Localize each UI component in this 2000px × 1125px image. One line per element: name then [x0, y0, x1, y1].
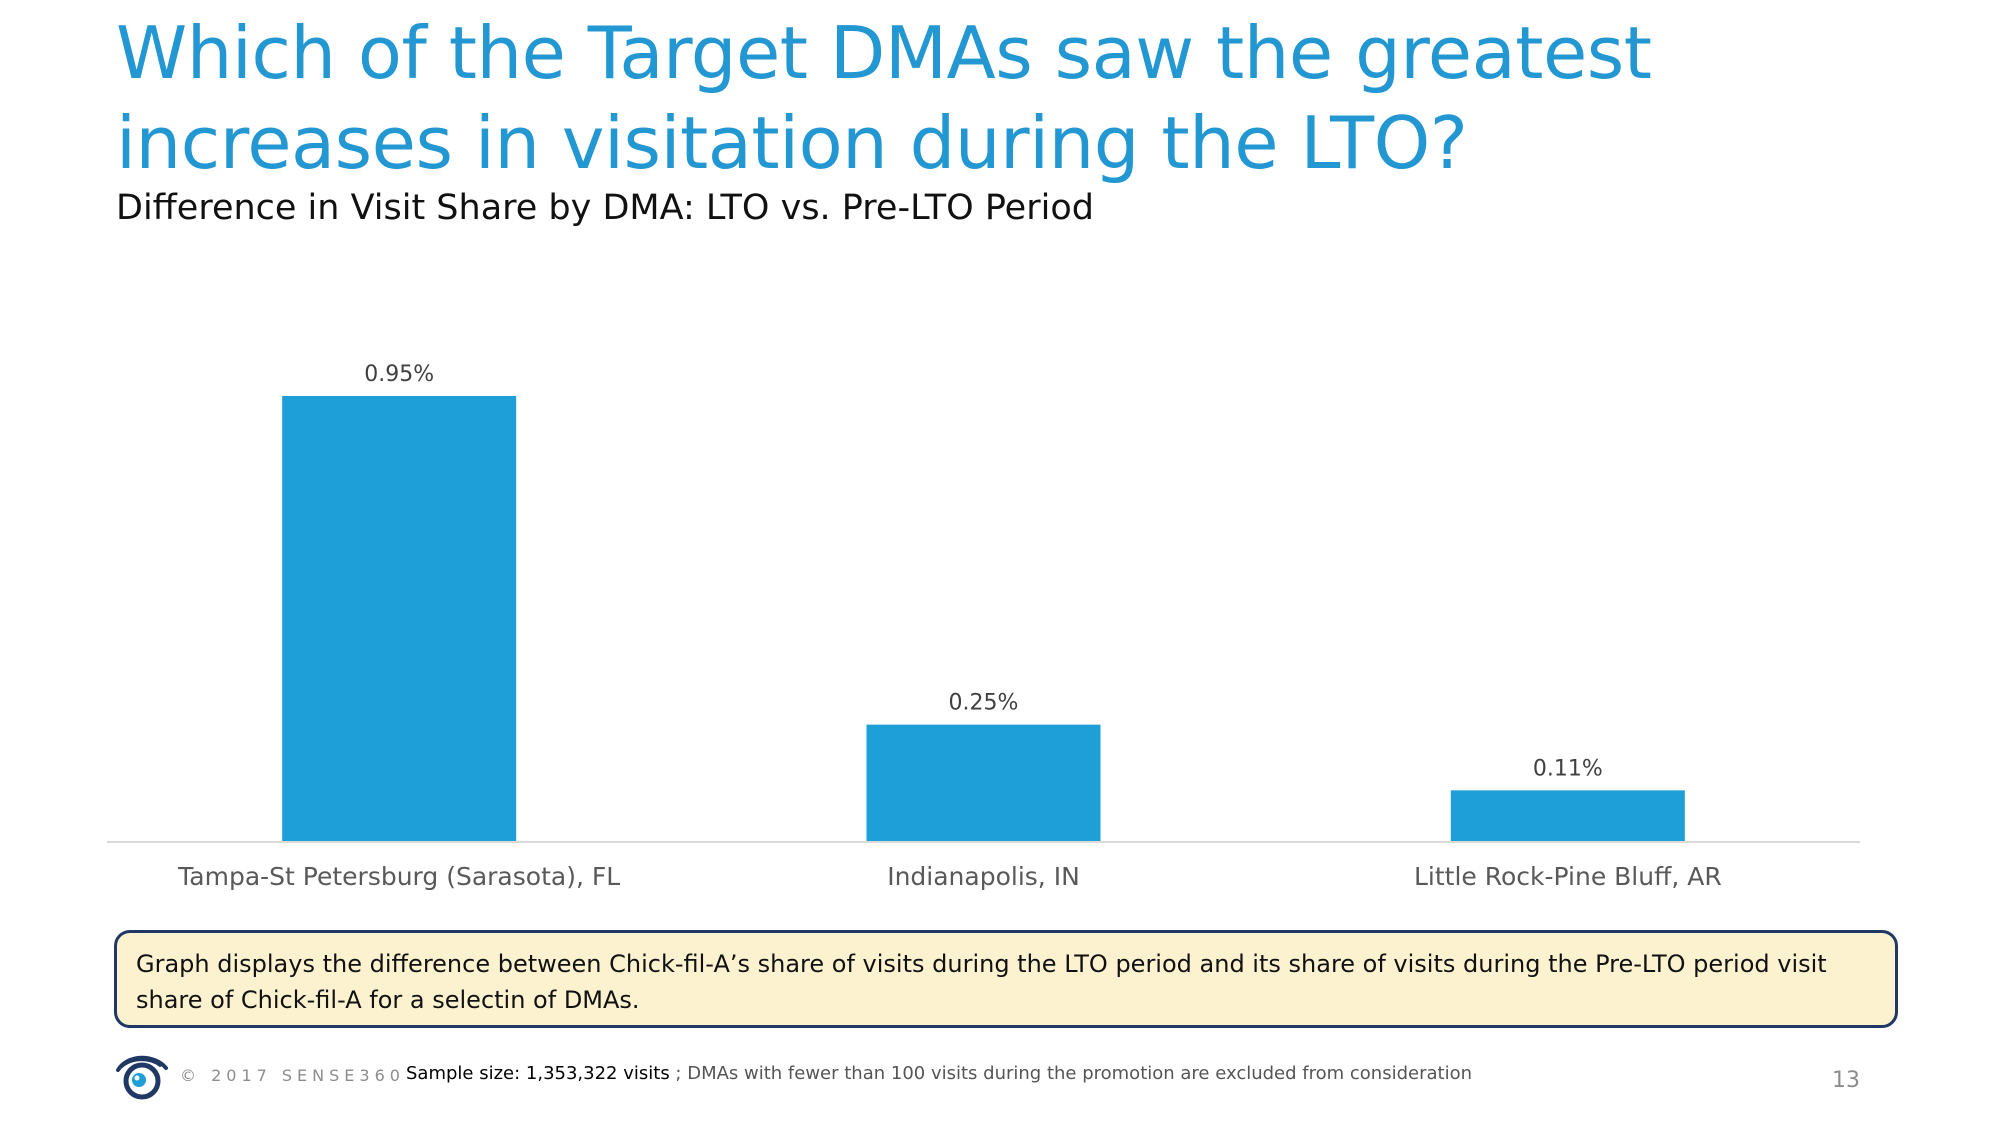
category-labels: Tampa-St Petersburg (Sarasota), FL Indian… — [177, 862, 1722, 891]
bar-series — [282, 396, 1685, 842]
sample-size-detail: ; DMAs with fewer than 100 visits during… — [669, 1063, 1472, 1084]
category-label: Little Rock-Pine Bluff, AR — [1414, 862, 1722, 891]
chart-note-text: Graph displays the difference between Ch… — [136, 950, 1827, 1014]
value-labels: 0.95% 0.25% 0.11% — [364, 362, 1603, 781]
slide-title: Which of the Target DMAs saw the greates… — [116, 11, 1652, 185]
sample-size-lead: Sample size: 1,353,322 visits — [406, 1063, 670, 1084]
copyright-text: © 2017 SENSE360 — [180, 1066, 405, 1085]
category-label: Tampa-St Petersburg (Sarasota), FL — [177, 862, 620, 891]
bar — [866, 724, 1101, 842]
bar-value-label: 0.11% — [1533, 756, 1603, 781]
sample-size-note: Sample size: 1,353,322 visits ; DMAs wit… — [406, 1063, 1472, 1084]
bar-value-label: 0.25% — [949, 691, 1019, 716]
sense360-logo-icon — [116, 1055, 168, 1100]
chart-note-box: Graph displays the difference between Ch… — [114, 930, 1898, 1028]
bar — [282, 396, 517, 842]
page-number: 13 — [1832, 1068, 1860, 1093]
slide-subtitle: Difference in Visit Share by DMA: LTO vs… — [116, 188, 1094, 228]
bar-value-label: 0.95% — [364, 362, 434, 387]
category-label: Indianapolis, IN — [887, 862, 1080, 891]
bar — [1450, 790, 1685, 842]
